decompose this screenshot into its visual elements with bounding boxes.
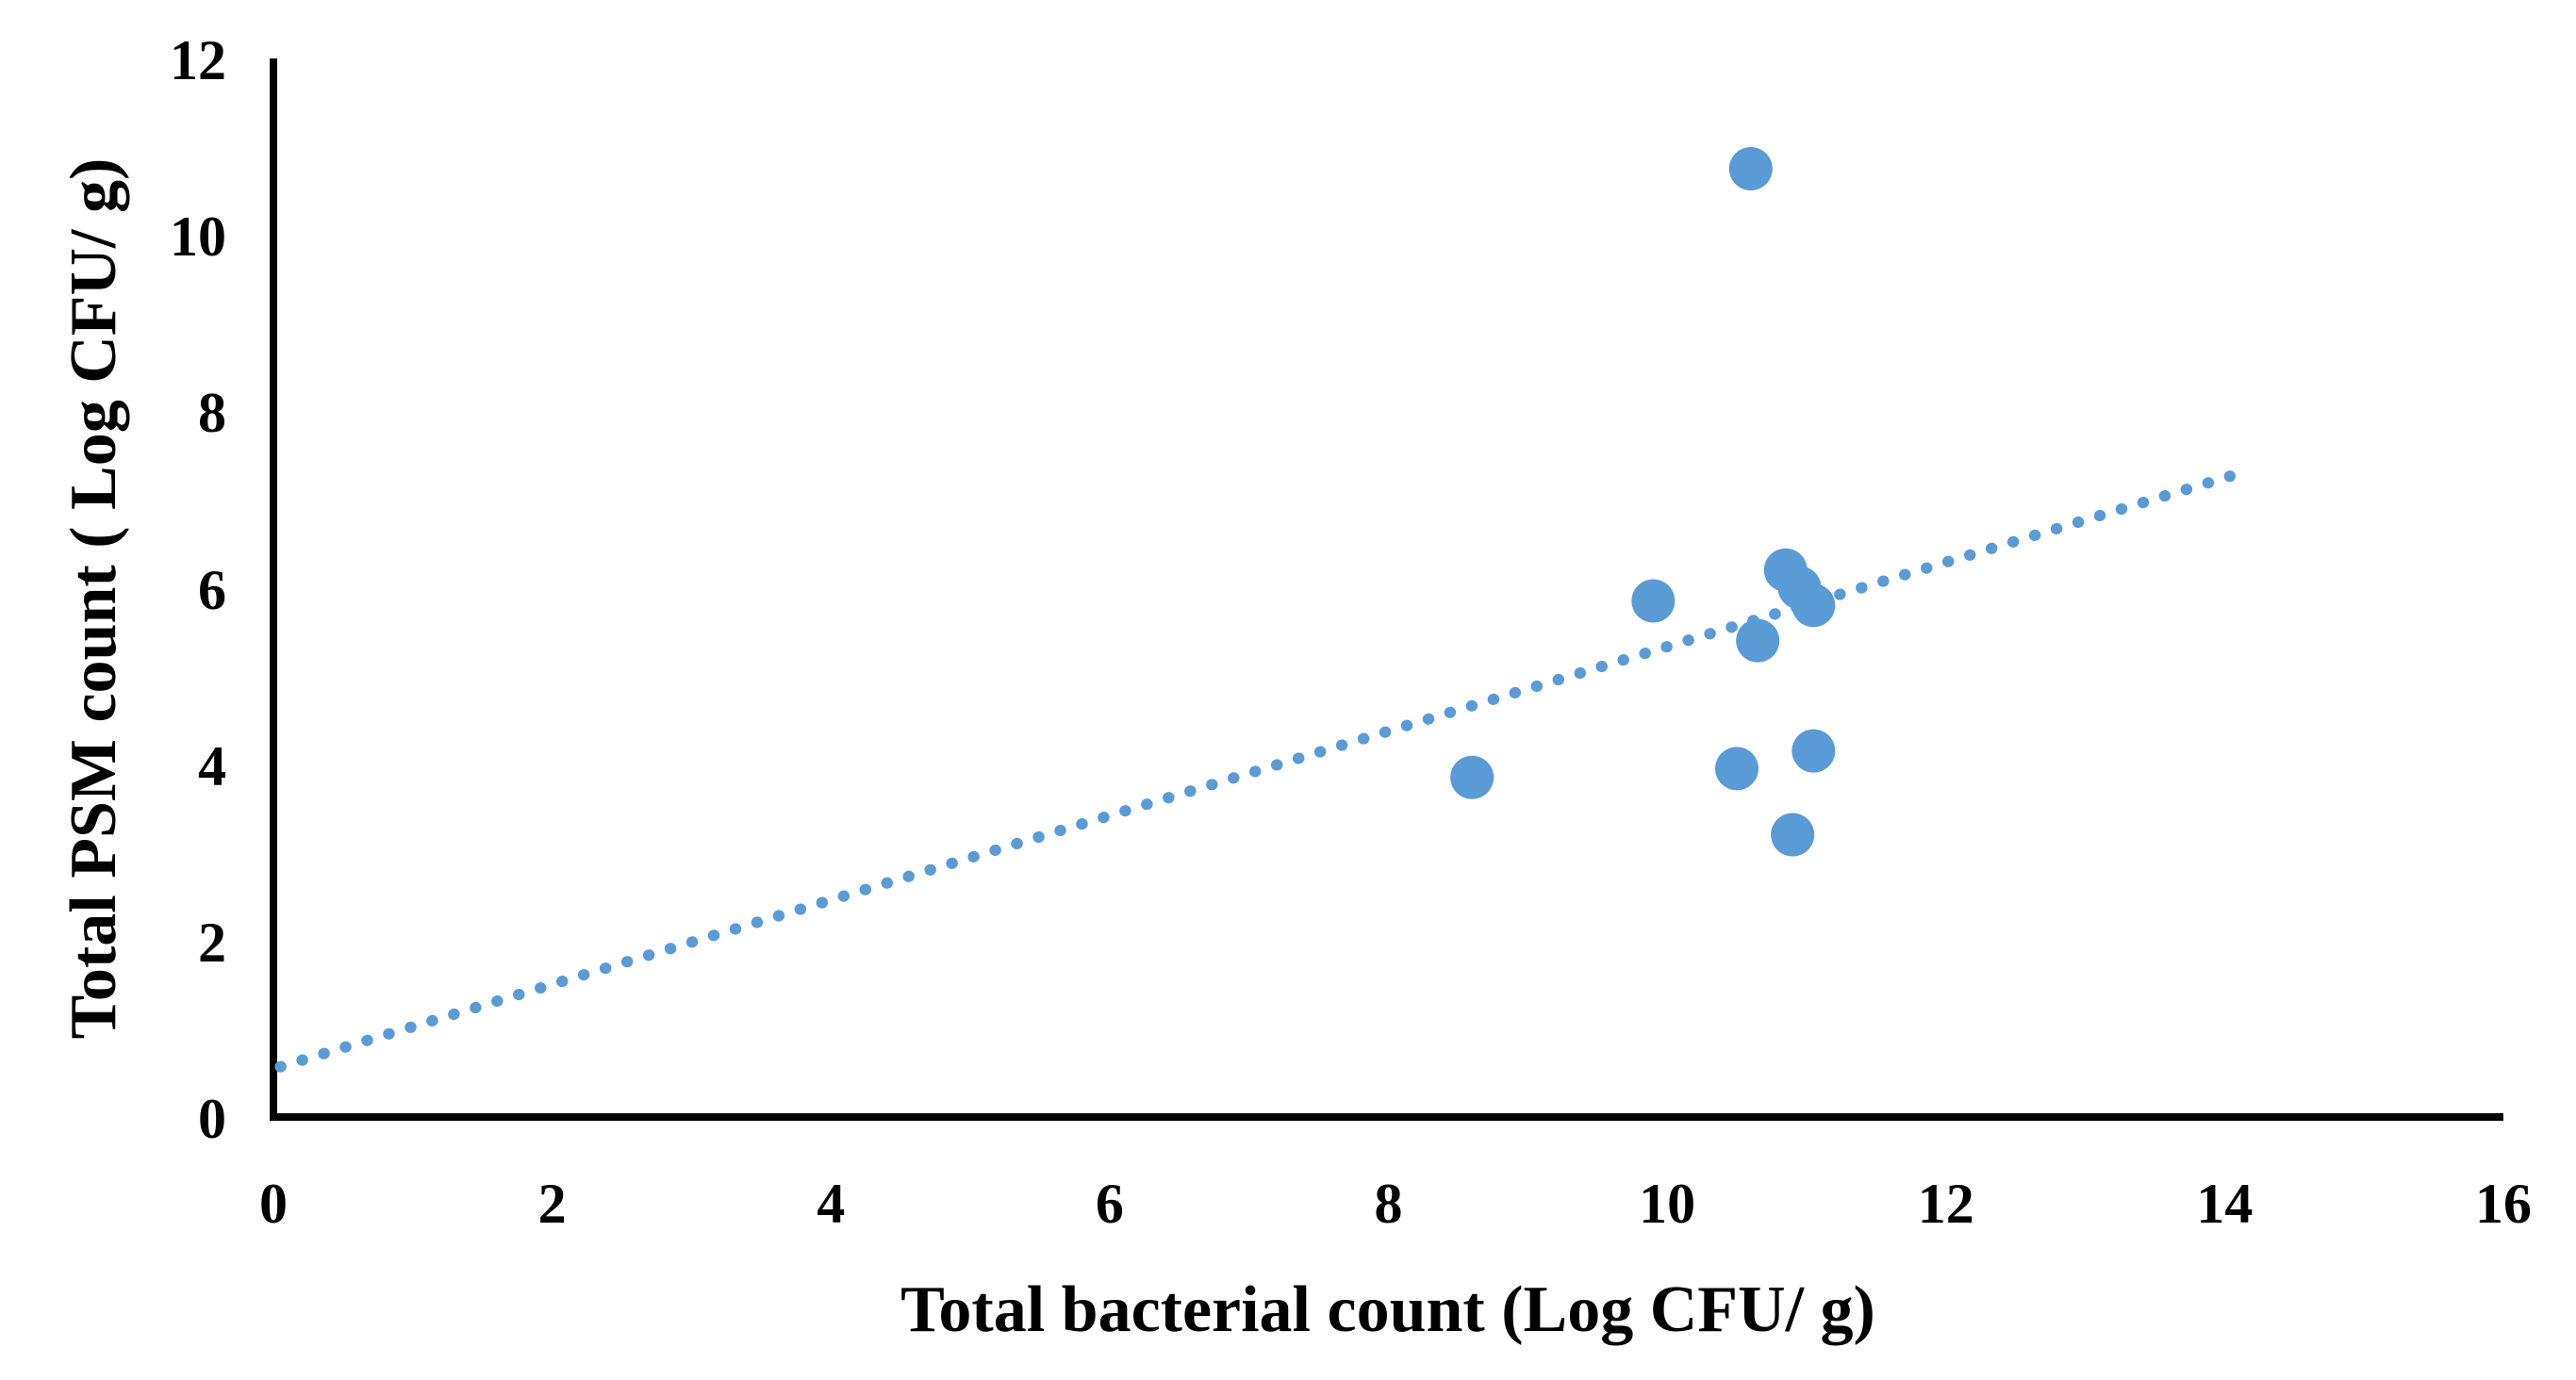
trendline-dotted	[274, 469, 2237, 1073]
axes-lines	[270, 58, 2503, 1121]
x-tick-label: 16	[2475, 1173, 2532, 1235]
x-tick-label: 12	[1917, 1173, 1974, 1235]
x-tick-label: 14	[2196, 1173, 2254, 1235]
x-tick-label: 0	[259, 1173, 288, 1235]
x-axis-title: Total bacterial count (Log CFU/ g)	[900, 1273, 1875, 1346]
data-point	[1728, 146, 1773, 190]
x-tick-label: 4	[817, 1173, 846, 1235]
data-point	[1792, 583, 1836, 628]
data-point	[1631, 579, 1676, 623]
data-point	[1450, 755, 1494, 799]
data-point	[1715, 747, 1759, 791]
y-tick-label: 12	[170, 29, 226, 91]
data-points-group	[1450, 146, 1836, 857]
x-tick-label: 8	[1374, 1173, 1403, 1235]
x-tick-label: 2	[537, 1173, 567, 1235]
data-point	[1736, 618, 1780, 663]
y-tick-label: 8	[198, 382, 226, 445]
data-point	[1771, 813, 1815, 857]
x-tick-label: 6	[1095, 1173, 1124, 1235]
data-point	[1792, 729, 1836, 773]
y-tick-label: 2	[198, 911, 226, 974]
y-tick-label: 0	[198, 1088, 226, 1150]
y-tick-label: 4	[198, 734, 226, 797]
y-tick-label: 6	[198, 558, 226, 621]
x-tick-label: 10	[1639, 1173, 1696, 1235]
y-tick-label: 10	[170, 205, 226, 269]
